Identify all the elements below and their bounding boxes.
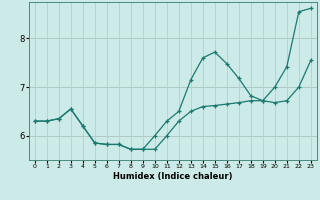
X-axis label: Humidex (Indice chaleur): Humidex (Indice chaleur): [113, 172, 233, 181]
